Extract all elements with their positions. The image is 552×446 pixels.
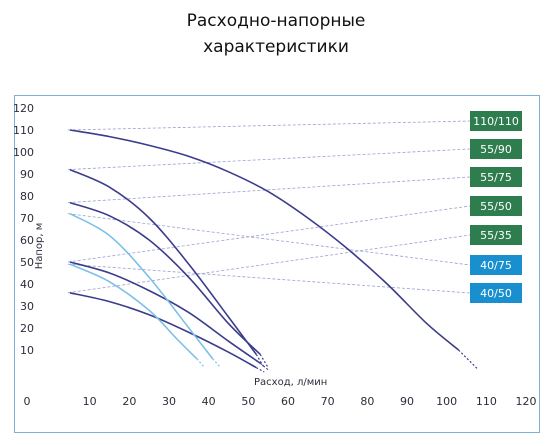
legend-label-55-90: 55/90	[480, 143, 512, 156]
y-tick-label: 80	[20, 190, 34, 203]
y-tick-label: 110	[13, 124, 34, 137]
x-tick-label: 30	[162, 395, 176, 408]
chart-title-line-1: Расходно-напорные	[186, 11, 366, 31]
y-tick-label: 100	[13, 146, 34, 159]
legend-label-55-35: 55/35	[480, 229, 512, 242]
curve-110-110	[69, 129, 460, 351]
curve-55-50	[69, 261, 261, 364]
curve-extension-55-50	[259, 362, 269, 371]
chart-title: Расходно-напорные характеристики	[0, 8, 552, 60]
curve-55-75	[69, 201, 261, 355]
x-tick-label: 40	[202, 395, 216, 408]
legend-badge-55-75	[470, 167, 522, 187]
legend-label-40-50: 40/50	[480, 287, 512, 300]
curve-extension-40-75	[212, 358, 222, 369]
x-tick-label: 120	[516, 395, 537, 408]
curve-55-35	[69, 292, 257, 369]
y-tick-label: 70	[20, 212, 34, 225]
leader-line-55-75	[67, 176, 471, 203]
y-tick-label: 20	[20, 322, 34, 335]
legend-badge-40-75	[470, 255, 522, 275]
curve-extension-55-75	[259, 354, 269, 368]
x-tick-label: 0	[24, 395, 31, 408]
legend-label-110-110: 110/110	[473, 115, 519, 128]
legend-badge-40-50	[470, 283, 522, 303]
y-tick-label: 90	[20, 168, 34, 181]
curve-extension-55-35	[255, 367, 265, 373]
y-axis-label: Напор, м	[34, 223, 45, 270]
legend-label-55-75: 55/75	[480, 171, 512, 184]
y-tick-label: 40	[20, 278, 34, 291]
chart-frame	[14, 95, 540, 433]
leader-line-55-90	[67, 148, 471, 170]
y-tick-label: 50	[20, 256, 34, 269]
legend-badge-55-90	[470, 139, 522, 159]
leader-line-55-50	[67, 205, 471, 263]
x-tick-label: 100	[436, 395, 457, 408]
legend-badge-55-50	[470, 196, 522, 216]
x-tick-label: 60	[281, 395, 295, 408]
x-tick-label: 80	[360, 395, 374, 408]
chart-title-line-2: характеристики	[203, 37, 349, 57]
leader-line-40-75	[67, 213, 471, 266]
x-tick-label: 50	[241, 395, 255, 408]
leader-line-40-50	[67, 263, 471, 294]
curve-40-75	[69, 212, 214, 360]
curve-55-90	[69, 168, 257, 355]
x-tick-label: 20	[122, 395, 136, 408]
curve-extension-40-50	[196, 358, 206, 369]
curve-extension-55-90	[255, 354, 265, 368]
x-tick-label: 70	[321, 395, 335, 408]
legend-badge-55-35	[470, 225, 522, 245]
x-tick-label: 110	[476, 395, 497, 408]
legend-label-55-50: 55/50	[480, 200, 512, 213]
legend-badge-110-110	[470, 111, 522, 131]
x-tick-label: 10	[83, 395, 97, 408]
y-tick-label: 10	[20, 344, 34, 357]
leader-line-110-110	[67, 120, 471, 131]
leader-line-55-35	[67, 234, 471, 294]
curve-extension-110-110	[458, 349, 479, 371]
y-tick-label: 30	[20, 300, 34, 313]
x-axis-label: Расход, л/мин	[254, 377, 327, 388]
y-tick-label: 60	[20, 234, 34, 247]
legend-label-40-75: 40/75	[480, 259, 512, 272]
y-tick-label: 120	[13, 102, 34, 115]
curve-40-50	[69, 263, 198, 360]
x-tick-label: 90	[400, 395, 414, 408]
